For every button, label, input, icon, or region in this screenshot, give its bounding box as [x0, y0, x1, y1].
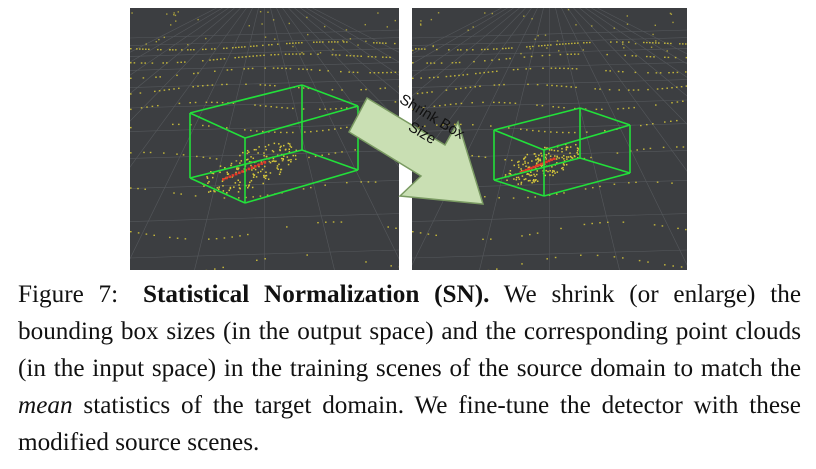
caption-text-2: statistics of the target do­main. We fin…: [18, 392, 801, 456]
shrink-arrow: [345, 92, 490, 212]
lidar-scene-original: [130, 8, 399, 270]
lidar-scene-original-canvas: [130, 8, 399, 270]
lidar-scene-shrunk-canvas: [412, 8, 687, 270]
caption-label: Figure 7:: [18, 281, 119, 308]
caption-text-1: We shrink (or en­large) the bounding box…: [18, 281, 801, 382]
caption-emphasis: mean: [18, 392, 73, 419]
figure-caption: Figure 7: Statistical Normalization (SN)…: [18, 276, 801, 461]
caption-title: Statistical Normalization (SN).: [142, 281, 490, 308]
lidar-scene-shrunk: [412, 8, 687, 270]
shrink-arrow-icon: [348, 96, 485, 205]
